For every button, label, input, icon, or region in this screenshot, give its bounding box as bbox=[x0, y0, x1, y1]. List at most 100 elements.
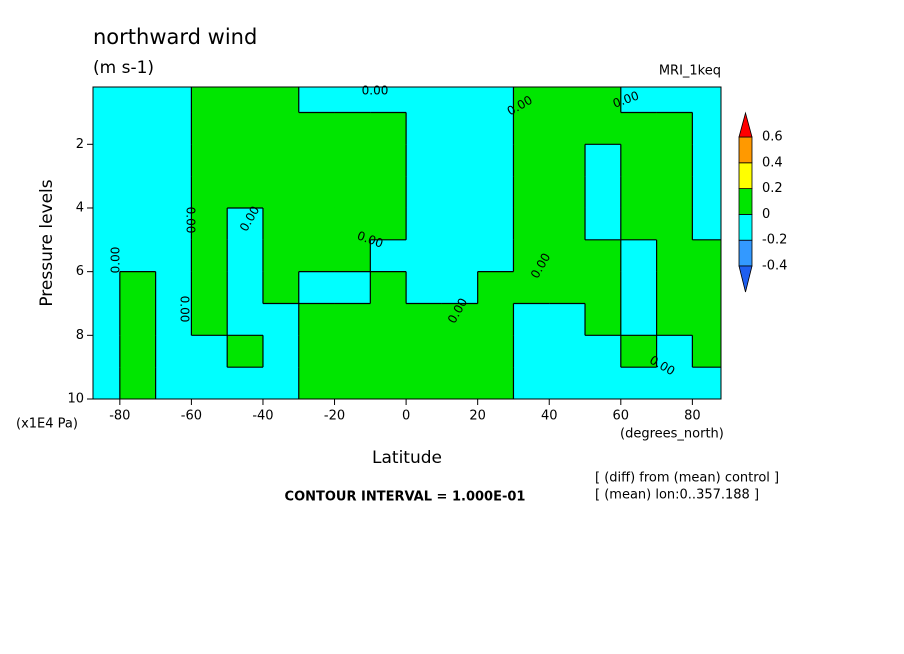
colorbar-top bbox=[738, 111, 753, 138]
y-tick-label: 2 bbox=[76, 137, 84, 152]
contour-cell bbox=[262, 87, 300, 113]
contour-cell bbox=[334, 207, 371, 241]
contour-cell bbox=[262, 176, 300, 209]
contour-cell bbox=[119, 176, 157, 209]
contour-cell bbox=[585, 207, 622, 241]
contour-cell bbox=[656, 303, 693, 336]
contour-cell bbox=[119, 335, 157, 368]
x-axis-label: Latitude bbox=[372, 448, 442, 468]
contour-cell bbox=[227, 207, 264, 241]
contour-cell bbox=[227, 112, 264, 145]
contour-cell bbox=[334, 239, 371, 273]
colorbar-box bbox=[738, 136, 753, 164]
contour-cell bbox=[262, 367, 300, 400]
contour-cell bbox=[656, 112, 693, 145]
contour-cell bbox=[93, 303, 121, 336]
contour-cell bbox=[262, 207, 300, 241]
contour-cell bbox=[334, 87, 371, 113]
contour-cell bbox=[406, 112, 443, 145]
contour-cell bbox=[334, 303, 371, 336]
colorbar-label: 0.2 bbox=[762, 181, 783, 196]
contour-cell bbox=[441, 239, 479, 273]
contour-cell bbox=[477, 335, 514, 368]
contour-cell bbox=[262, 335, 300, 368]
contour-cell bbox=[441, 367, 479, 400]
x-tick-label: -40 bbox=[252, 409, 273, 424]
colorbar-box bbox=[738, 239, 753, 267]
contour-cell bbox=[549, 176, 586, 209]
contour-cell bbox=[370, 303, 407, 336]
contour-cell bbox=[477, 271, 514, 304]
contour-cell bbox=[191, 367, 228, 400]
contour-cell bbox=[119, 271, 157, 304]
contour-cell bbox=[334, 144, 371, 177]
contour-cell bbox=[370, 335, 407, 368]
contour-cell bbox=[585, 112, 622, 145]
contour-cell bbox=[513, 367, 550, 400]
contour-cell bbox=[370, 271, 407, 304]
contour-cell bbox=[93, 271, 121, 304]
chart-title: northward wind bbox=[93, 25, 257, 49]
contour-cell bbox=[155, 144, 192, 177]
contour-cell bbox=[227, 271, 264, 304]
contour-cell bbox=[549, 144, 586, 177]
contour-cell bbox=[370, 176, 407, 209]
contour-cell bbox=[441, 176, 479, 209]
contour-cell bbox=[585, 335, 622, 368]
contour-cell bbox=[155, 87, 192, 113]
contour-cell bbox=[549, 87, 586, 113]
contour-cell bbox=[656, 87, 693, 113]
contour-cell bbox=[334, 367, 371, 400]
contour-cell bbox=[477, 112, 514, 145]
colorbar-label: -0.4 bbox=[762, 259, 787, 274]
contour-cell bbox=[692, 176, 722, 209]
contour-cell bbox=[298, 112, 336, 145]
note: [ (diff) from (mean) control ] bbox=[595, 471, 779, 486]
contour-label: 0.00 bbox=[184, 207, 198, 234]
contour-cell bbox=[441, 335, 479, 368]
contour-cell bbox=[406, 176, 443, 209]
contour-cell bbox=[262, 303, 300, 336]
contour-cell bbox=[620, 335, 658, 368]
contour-cell bbox=[298, 207, 336, 241]
contour-cell bbox=[620, 303, 658, 336]
contour-cell bbox=[155, 239, 192, 273]
contour-label: 0.00 bbox=[178, 296, 192, 323]
contour-cell bbox=[191, 207, 228, 241]
contour-cell bbox=[334, 271, 371, 304]
contour-cell bbox=[191, 271, 228, 304]
contour-cell bbox=[656, 239, 693, 273]
contour-cell bbox=[191, 176, 228, 209]
contour-cell bbox=[513, 207, 550, 241]
contour-cell bbox=[585, 87, 622, 113]
contour-cell bbox=[656, 144, 693, 177]
contour-cell bbox=[334, 112, 371, 145]
contour-cell bbox=[513, 87, 550, 113]
contour-cell bbox=[692, 303, 722, 336]
plot-area bbox=[93, 87, 722, 400]
contour-cell bbox=[227, 239, 264, 273]
contour-cell bbox=[477, 303, 514, 336]
contour-cell bbox=[513, 303, 550, 336]
contour-cell bbox=[585, 239, 622, 273]
contour-cell bbox=[93, 335, 121, 368]
contour-cell bbox=[155, 303, 192, 336]
y-axis-label: Pressure levels bbox=[37, 179, 57, 306]
contour-cell bbox=[549, 271, 586, 304]
contour-cell bbox=[155, 176, 192, 209]
contour-cell bbox=[585, 176, 622, 209]
contour-cell bbox=[692, 112, 722, 145]
contour-cell bbox=[477, 239, 514, 273]
contour-cell bbox=[406, 367, 443, 400]
contour-cell bbox=[191, 239, 228, 273]
contour-cell bbox=[262, 144, 300, 177]
contour-cell bbox=[119, 303, 157, 336]
x-tick-label: 0 bbox=[402, 409, 410, 424]
contour-cell bbox=[549, 239, 586, 273]
contour-cell bbox=[227, 144, 264, 177]
colorbar-label: 0.6 bbox=[762, 130, 783, 145]
contour-cell bbox=[370, 207, 407, 241]
contour-cell bbox=[692, 87, 722, 113]
contour-label: 0.00 bbox=[362, 84, 389, 98]
